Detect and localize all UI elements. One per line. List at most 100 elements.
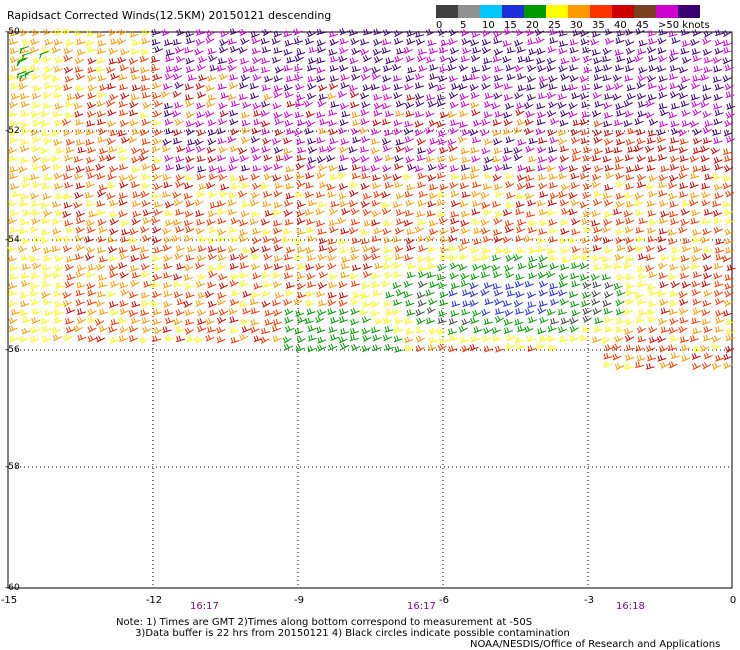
wind-barb <box>591 181 601 189</box>
wind-barb <box>440 39 450 47</box>
lat-label-60: -60 <box>5 583 20 593</box>
wind-barb <box>670 137 680 144</box>
wind-barb <box>120 48 130 56</box>
wind-barb <box>448 254 458 262</box>
wind-barb <box>658 228 668 235</box>
wind-barb <box>724 282 734 290</box>
wind-barb <box>328 273 338 281</box>
wind-barb <box>700 145 710 153</box>
wind-barb <box>118 210 128 218</box>
wind-barb <box>506 73 516 81</box>
wind-barb <box>482 235 492 243</box>
wind-barb <box>690 38 700 47</box>
wind-barb <box>196 190 206 199</box>
wind-barb <box>16 71 27 79</box>
wind-barb <box>702 272 713 280</box>
wind-barb <box>297 246 307 253</box>
wind-barb <box>163 272 172 279</box>
wind-barb <box>669 49 679 56</box>
wind-barb <box>40 317 50 325</box>
wind-barb <box>75 289 85 297</box>
wind-barb <box>195 299 205 307</box>
wind-barb <box>394 346 404 353</box>
wind-barb <box>436 94 446 101</box>
wind-barb <box>395 110 405 117</box>
wind-barb <box>140 84 150 92</box>
wind-barb <box>85 138 95 146</box>
wind-barb <box>185 225 195 234</box>
wind-barb <box>229 73 239 81</box>
wind-barb <box>74 29 84 37</box>
colorbar-swatch <box>568 5 590 18</box>
wind-barb <box>305 119 316 128</box>
wind-barb <box>98 184 108 191</box>
wind-barb <box>108 326 118 333</box>
wind-barb <box>437 264 447 272</box>
wind-barb <box>602 47 612 56</box>
wind-barb <box>704 120 714 128</box>
wind-barb <box>227 208 237 216</box>
wind-barb <box>615 228 625 236</box>
wind-barb <box>693 147 702 155</box>
wind-barb <box>176 263 186 270</box>
wind-barb <box>142 101 152 110</box>
wind-barb <box>516 246 526 254</box>
wind-barb <box>308 199 318 207</box>
wind-barb <box>470 146 480 154</box>
wind-barb <box>481 201 491 209</box>
wind-barb <box>505 180 515 189</box>
wind-barb <box>360 155 370 163</box>
wind-barb <box>118 146 128 154</box>
wind-barb <box>678 325 688 334</box>
wind-barb <box>702 48 712 56</box>
wind-barb <box>658 272 668 279</box>
wind-barb <box>605 172 615 180</box>
wind-barb <box>351 47 361 56</box>
wind-barb <box>327 298 337 307</box>
wind-barb <box>108 165 119 173</box>
wind-barb <box>382 38 392 46</box>
wind-barb <box>350 101 360 109</box>
wind-barb <box>668 181 678 189</box>
wind-barb <box>349 181 360 189</box>
wind-barb <box>449 101 459 109</box>
wind-barb <box>285 264 294 271</box>
wind-barb <box>418 245 428 253</box>
wind-barb <box>417 48 427 56</box>
wind-barb <box>450 200 460 208</box>
wind-barb <box>383 93 393 101</box>
wind-barb <box>660 307 670 315</box>
wind-barb <box>437 138 447 145</box>
wind-barb <box>506 290 516 297</box>
wind-barb <box>636 174 647 182</box>
wind-barb <box>572 29 582 37</box>
wind-barb <box>75 270 85 279</box>
wind-barb <box>218 282 229 290</box>
wind-barb <box>339 145 349 154</box>
wind-barb <box>668 55 679 63</box>
wind-barb <box>284 119 294 127</box>
wind-barb <box>65 39 75 47</box>
wind-barb <box>469 128 479 137</box>
wind-barb <box>659 109 669 117</box>
wind-barb <box>713 289 724 297</box>
wind-barb <box>273 30 283 38</box>
wind-barb <box>670 120 680 128</box>
wind-barb <box>648 64 658 72</box>
wind-barb <box>261 57 271 65</box>
wind-barb <box>502 154 512 162</box>
wind-barb <box>714 326 724 333</box>
wind-barb <box>373 93 383 101</box>
wind-barb <box>492 334 502 342</box>
wind-barb <box>384 271 394 279</box>
wind-barb <box>513 126 523 135</box>
wind-barb <box>612 353 622 361</box>
colorbar-swatch <box>436 5 458 18</box>
wind-barb <box>482 246 492 254</box>
wind-barb <box>184 182 194 190</box>
wind-barb <box>18 165 28 173</box>
wind-barb <box>493 92 503 100</box>
wind-barb <box>97 136 107 144</box>
wind-barb <box>361 345 371 353</box>
wind-barb <box>547 155 558 163</box>
